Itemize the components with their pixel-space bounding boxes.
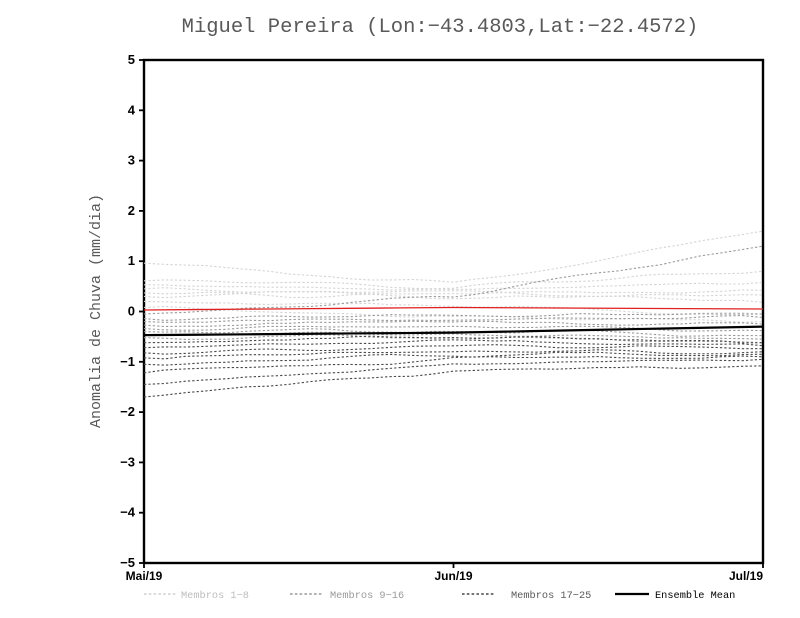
svg-text:Membros 1−8: Membros 1−8 [181, 590, 249, 602]
svg-text:Membros 9−16: Membros 9−16 [330, 590, 404, 602]
svg-text:Anomalia de Chuva (mm/dia): Anomalia de Chuva (mm/dia) [88, 194, 105, 428]
svg-text:−4: −4 [120, 505, 136, 520]
svg-text:Mai/19: Mai/19 [126, 569, 163, 583]
svg-text:−2: −2 [120, 404, 135, 419]
svg-text:Membros 17−25: Membros 17−25 [511, 590, 591, 602]
svg-text:Ensemble Mean: Ensemble Mean [655, 590, 735, 602]
svg-text:2: 2 [128, 203, 135, 218]
svg-text:5: 5 [128, 52, 135, 67]
svg-text:−5: −5 [120, 555, 135, 570]
svg-text:3: 3 [128, 153, 135, 168]
svg-text:4: 4 [128, 102, 136, 117]
svg-text:Jul/19: Jul/19 [729, 569, 763, 583]
svg-text:Miguel Pereira (Lon:−43.4803,L: Miguel Pereira (Lon:−43.4803,Lat:−22.457… [182, 16, 699, 39]
svg-text:−3: −3 [120, 454, 135, 469]
svg-text:0: 0 [128, 304, 135, 319]
svg-text:1: 1 [128, 253, 135, 268]
svg-text:Jun/19: Jun/19 [434, 569, 472, 583]
svg-text:−1: −1 [120, 354, 135, 369]
